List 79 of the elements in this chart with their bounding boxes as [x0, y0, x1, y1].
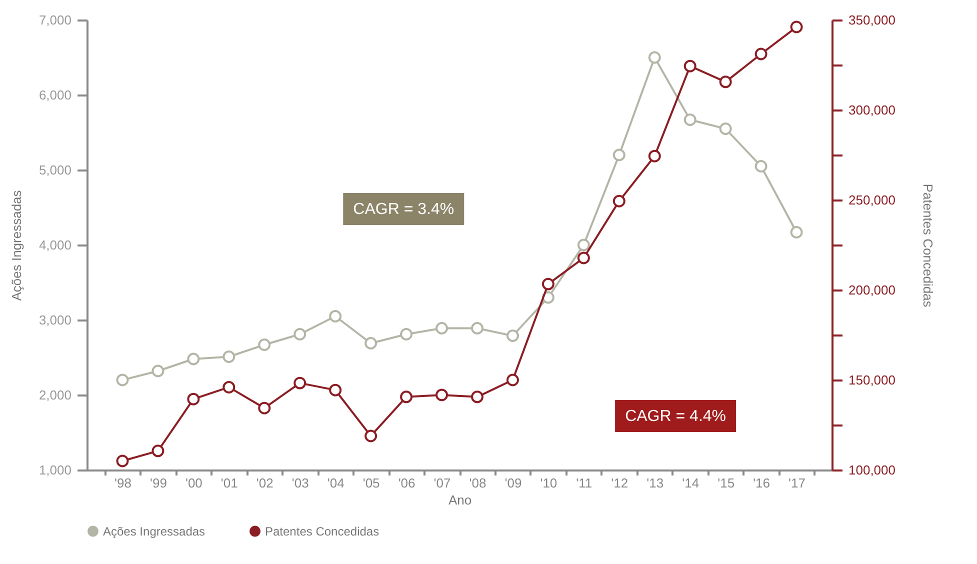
- point: [258, 338, 271, 351]
- x-tick-label: '00: [185, 476, 202, 490]
- y-tick-label: 6,000: [38, 88, 72, 102]
- point: [258, 402, 271, 414]
- x-tick-label: '01: [220, 476, 238, 490]
- x-tick-label: '98: [114, 476, 132, 490]
- legend-label: Patentes Concedidas: [265, 524, 380, 538]
- point: [684, 60, 696, 72]
- point: [684, 114, 696, 126]
- point: [364, 430, 378, 442]
- point: [152, 444, 164, 458]
- point: [790, 226, 803, 238]
- x-tick-label: '09: [504, 476, 522, 490]
- point: [470, 390, 484, 404]
- x-tick-label: '10: [540, 476, 558, 490]
- x-tick-label: '11: [576, 476, 592, 490]
- y2-tick-label: 100,000: [848, 462, 896, 478]
- x-tick-label: '15: [718, 476, 735, 490]
- point: [719, 76, 732, 88]
- point: [294, 328, 306, 340]
- y-tick-label: 4,000: [38, 238, 72, 252]
- point: [577, 252, 590, 264]
- point: [719, 122, 732, 135]
- x-tick-label: '16: [753, 476, 770, 490]
- y2-tick-label: 250,000: [848, 192, 896, 208]
- y2-tick-label: 300,000: [848, 102, 896, 118]
- y2-tick-label: 200,000: [848, 282, 896, 298]
- x-tick-label: '08: [469, 476, 486, 490]
- x-tick-label: '12: [611, 476, 628, 490]
- y-tick-label: 7,000: [38, 12, 72, 28]
- point: [152, 364, 164, 378]
- y-tick-label: 5,000: [38, 162, 72, 178]
- point: [400, 328, 413, 340]
- point: [436, 322, 448, 334]
- point: [506, 330, 519, 342]
- point: [116, 374, 129, 386]
- x-tick-label: '05: [362, 476, 380, 490]
- x-tick-label: '04: [327, 476, 344, 490]
- point: [648, 51, 661, 64]
- point: [329, 384, 342, 396]
- y-tick-label: 3,000: [38, 312, 72, 328]
- point: [790, 20, 803, 34]
- point: [187, 352, 200, 366]
- x-tick-label: '06: [398, 476, 416, 490]
- y-axis-title: Ações Ingressadas: [8, 190, 24, 301]
- x-tick-label: '99: [150, 476, 167, 490]
- x-tick-label: '03: [292, 476, 309, 490]
- point: [470, 322, 484, 334]
- x-tick-label: '13: [646, 476, 664, 490]
- point: [116, 454, 129, 468]
- point: [294, 376, 306, 390]
- point: [506, 374, 519, 386]
- x-tick-label: '14: [682, 476, 700, 490]
- annotation: CAGR = 3.4%: [353, 201, 454, 218]
- point: [364, 337, 378, 350]
- point: [222, 380, 236, 394]
- point: [187, 392, 200, 406]
- point: [400, 390, 413, 404]
- point: [754, 48, 768, 60]
- point: [577, 238, 590, 252]
- y2-axis-title: Patentes Concedidas: [920, 184, 936, 308]
- point: [542, 278, 554, 290]
- point: [436, 388, 448, 402]
- legend-label: Ações Ingressadas: [103, 524, 206, 538]
- y-tick-label: 2,000: [38, 388, 72, 402]
- point: [754, 160, 768, 172]
- point: [612, 148, 626, 162]
- point: [329, 310, 342, 322]
- point: [612, 194, 626, 208]
- annotation: CAGR = 4.4%: [625, 408, 726, 425]
- x-tick-label: '07: [434, 476, 451, 490]
- y2-tick-label: 150,000: [848, 372, 896, 388]
- y-tick-label: 1,000: [38, 462, 72, 478]
- x-tick-label: '02: [256, 476, 274, 490]
- y2-tick-label: 350,000: [848, 12, 896, 28]
- point: [222, 350, 236, 363]
- x-axis-title: Ano: [448, 492, 472, 508]
- point: [648, 150, 661, 162]
- x-tick-label: '17: [788, 476, 806, 490]
